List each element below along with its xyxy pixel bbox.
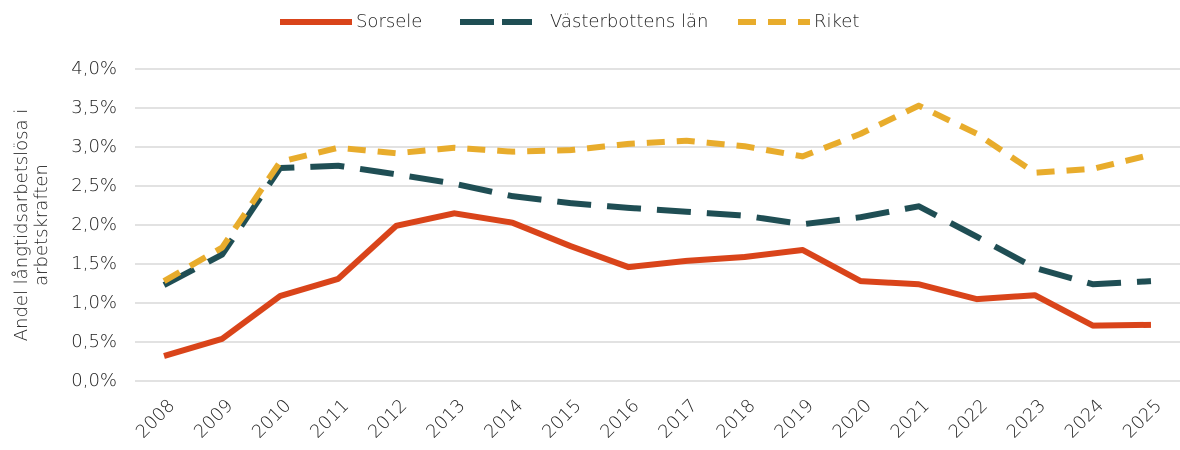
y-axis-label: arbetskraften: [31, 164, 52, 286]
legend-label: Sorsele: [356, 11, 422, 32]
y-tick-label: 3,5%: [71, 97, 117, 118]
x-tick-label: 2013: [422, 395, 469, 442]
y-tick-label: 2,0%: [71, 214, 117, 235]
x-tick-label: 2025: [1119, 395, 1166, 442]
x-tick-label: 2009: [190, 395, 237, 442]
x-tick-label: 2008: [132, 395, 179, 442]
y-tick-label: 0,5%: [71, 331, 117, 352]
x-tick-label: 2014: [480, 395, 527, 442]
x-tick-label: 2021: [887, 395, 934, 442]
y-tick-label: 4,0%: [71, 58, 117, 79]
x-tick-label: 2010: [248, 395, 295, 442]
x-tick-label: 2016: [596, 395, 643, 442]
legend-label: Västerbottens län: [550, 11, 708, 32]
series-line: [162, 162, 1152, 288]
legend-label: Riket: [814, 11, 859, 32]
y-tick-label: 1,5%: [71, 253, 117, 274]
x-tick-label: 2017: [654, 395, 701, 442]
x-tick-label: 2019: [770, 395, 817, 442]
x-tick-label: 2023: [1003, 395, 1050, 442]
x-tick-label: 2020: [829, 395, 876, 442]
y-tick-label: 0,0%: [71, 370, 117, 391]
y-tick-label: 2,5%: [71, 175, 117, 196]
y-tick-label: 1,0%: [71, 292, 117, 313]
y-axis-label: Andel långtidsarbetslösa i: [11, 109, 32, 342]
x-tick-label: 2015: [538, 395, 585, 442]
x-tick-label: 2018: [712, 395, 759, 442]
series-line: [162, 102, 1152, 284]
y-tick-label: 3,0%: [71, 136, 117, 157]
x-tick-label: 2022: [945, 395, 992, 442]
x-tick-label: 2011: [306, 395, 353, 442]
x-tick-label: 2012: [364, 395, 411, 442]
x-tick-label: 2024: [1061, 395, 1108, 442]
series-line: [163, 210, 1152, 359]
